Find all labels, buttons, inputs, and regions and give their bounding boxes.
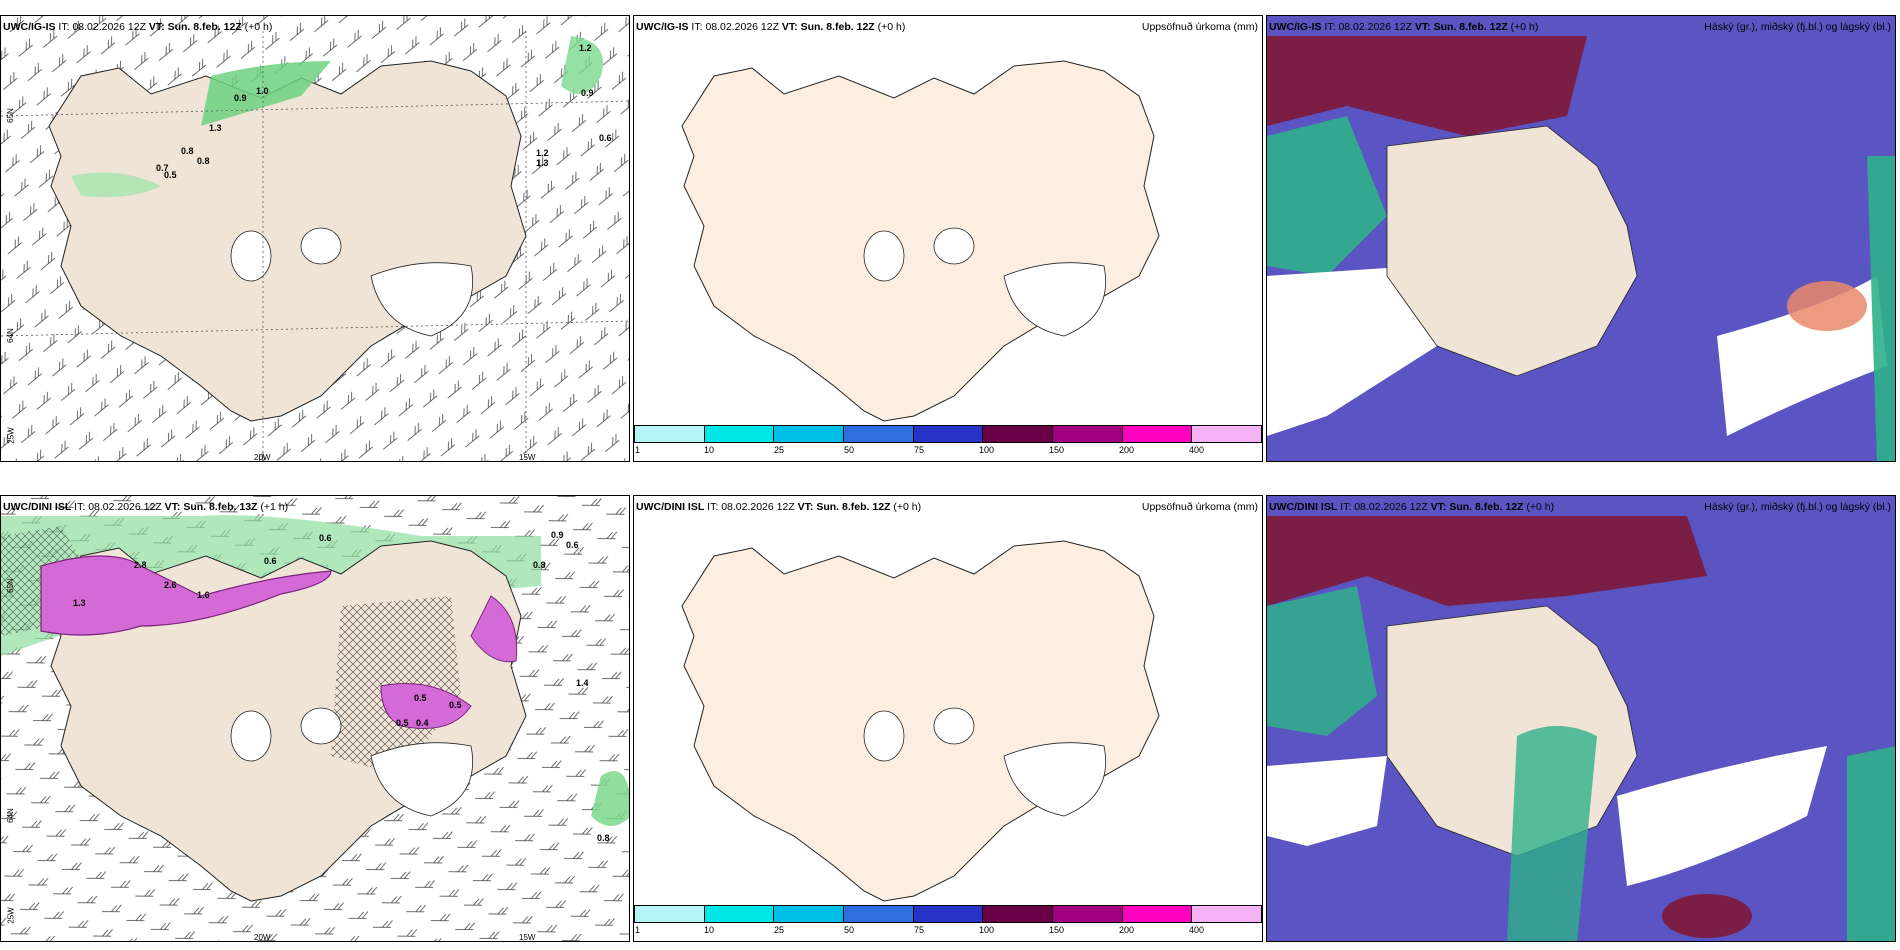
- colorbar-tick: 10: [704, 925, 715, 935]
- precip-label: 0.5: [414, 693, 427, 703]
- colorbar-tick: 200: [1119, 925, 1135, 935]
- lon-label-25: 25W: [6, 427, 16, 444]
- colorbar-swatch: [704, 426, 775, 442]
- lat-label-65: 65N: [5, 578, 15, 593]
- colorbar-swatch: [635, 906, 705, 922]
- precip-label: 1.3: [536, 158, 549, 168]
- colorbar-swatch: [704, 906, 775, 922]
- map-accumulated-precip-bottom: [681, 540, 1160, 902]
- colorbar-swatch: [774, 426, 845, 442]
- colorbar-tick: 10: [704, 445, 715, 455]
- colorbar-tick: 400: [1189, 925, 1205, 935]
- colorbar-tick: 1: [635, 445, 641, 455]
- precip-label: 1.4: [576, 678, 589, 688]
- precip-label: 0.8: [181, 146, 194, 156]
- lat-label-65: 65N: [5, 108, 15, 123]
- colorbar: 1 10 25 50 75 100 150 200 400: [634, 425, 1262, 461]
- precip-label: 0.4: [416, 718, 429, 728]
- colorbar-swatch: [983, 426, 1054, 442]
- colorbar-tick: 75: [914, 925, 925, 935]
- precip-label: 0.8: [597, 833, 610, 843]
- precip-label: 1.2: [579, 43, 592, 53]
- panel-bottom-left: UWC/DINI ISL IT: 08.02.2026 12Z VT: Sun.…: [0, 495, 630, 942]
- precip-label: 0.8: [197, 156, 210, 166]
- colorbar-tick: 200: [1119, 445, 1135, 455]
- colorbar-swatch: [913, 426, 984, 442]
- map-accumulated-precip-top: [681, 60, 1160, 422]
- colorbar-tick: 400: [1189, 445, 1205, 455]
- precip-label: 0.7: [156, 163, 169, 173]
- colorbar: 1 10 25 50 75 100 150 200 400: [634, 905, 1262, 941]
- panel-title: Uppsöfnuð úrkoma (mm): [1141, 21, 1258, 33]
- panel-header: UWC/IG-IS IT: 08.02.2026 12Z VT: Sun. 8.…: [1269, 21, 1539, 33]
- lon-label-20: 20W: [254, 453, 271, 462]
- panel-bottom-middle: UWC/DINI ISL IT: 08.02.2026 12Z VT: Sun.…: [633, 495, 1263, 942]
- colorbar-swatch: [1053, 426, 1123, 442]
- colorbar-tick: 1: [635, 925, 641, 935]
- lat-label-64: 64N: [5, 808, 15, 823]
- precip-label: 1.0: [256, 86, 269, 96]
- panel-header: UWC/DINI ISL IT: 08.02.2026 12Z VT: Sun.…: [3, 501, 289, 513]
- colorbar-tick: 100: [979, 445, 995, 455]
- panel-header: UWC/IG-IS IT: 08.02.2026 12Z VT: Sun. 8.…: [636, 21, 906, 33]
- colorbar-swatch: [1122, 906, 1193, 922]
- lon-label-15: 15W: [519, 933, 536, 942]
- panel-title: Uppsöfnuð úrkoma (mm): [1141, 501, 1258, 513]
- colorbar-tick: 25: [774, 925, 785, 935]
- precip-label: 0.6: [599, 133, 612, 143]
- precip-label: 0.9: [581, 88, 594, 98]
- panel-header: UWC/DINI ISL IT: 08.02.2026 12Z VT: Sun.…: [636, 501, 922, 513]
- precip-label: 0.8: [533, 560, 546, 570]
- map-clouds-bottom: [1267, 496, 1895, 941]
- lon-label-20: 20W: [254, 933, 271, 942]
- colorbar-tick: 150: [1049, 445, 1065, 455]
- lat-label-64: 64N: [5, 328, 15, 343]
- colorbar-tick: 150: [1049, 925, 1065, 935]
- lon-label-25: 25W: [6, 907, 16, 924]
- colorbar-swatch: [983, 906, 1054, 922]
- map-wind-precip-bottom: 0.6 0.9 0.6 0.6 0.8 2.8 2.6 1.6 1.3 0.5 …: [1, 496, 629, 941]
- precip-label: 2.6: [164, 580, 177, 590]
- panel-top-left: UWC/IG-IS IT: 08.02.2026 12Z VT: Sun. 8.…: [0, 15, 630, 462]
- panel-header: UWC/IG-IS IT: 08.02.2026 12Z VT: Sun. 8.…: [3, 21, 273, 33]
- precip-label: 0.6: [319, 533, 332, 543]
- precip-label: 0.5: [164, 170, 177, 180]
- precip-label: 1.6: [197, 590, 210, 600]
- colorbar-swatch: [635, 426, 705, 442]
- colorbar-tick: 100: [979, 925, 995, 935]
- map-wind-precip-top: 1.2 0.9 0.6 1.2 1.3 0.7 0.5 0.8 0.8 1.0 …: [1, 16, 629, 461]
- colorbar-swatch: [1122, 426, 1193, 442]
- panel-bottom-right: UWC/DINI ISL IT: 08.02.2026 12Z VT: Sun.…: [1266, 495, 1896, 942]
- colorbar-tick: 25: [774, 445, 785, 455]
- colorbar-swatch: [774, 906, 845, 922]
- precip-label: 1.3: [209, 123, 222, 133]
- colorbar-swatch: [913, 906, 984, 922]
- precip-label: 1.2: [536, 148, 549, 158]
- precip-label: 0.5: [396, 718, 409, 728]
- colorbar-swatch: [844, 426, 914, 442]
- panel-title: Háský (gr.), miðský (fj.bl.) og lágský (…: [1704, 501, 1891, 513]
- precip-label: 0.9: [234, 93, 247, 103]
- map-clouds-top: [1267, 16, 1895, 461]
- colorbar-tick: 75: [914, 445, 925, 455]
- colorbar-swatch: [1192, 426, 1262, 442]
- lon-label-15: 15W: [519, 453, 536, 462]
- panel-header: UWC/DINI ISL IT: 08.02.2026 12Z VT: Sun.…: [1269, 501, 1555, 513]
- colorbar-tick: 50: [844, 445, 855, 455]
- colorbar-swatch: [844, 906, 914, 922]
- precip-label: 0.5: [449, 700, 462, 710]
- colorbar-swatch: [1053, 906, 1123, 922]
- panel-top-right: UWC/IG-IS IT: 08.02.2026 12Z VT: Sun. 8.…: [1266, 15, 1896, 462]
- colorbar-swatch: [1192, 906, 1262, 922]
- panel-title: Háský (gr.), miðský (fj.bl.) og lágský (…: [1704, 21, 1891, 33]
- precip-label: 0.6: [566, 540, 579, 550]
- precip-label: 2.8: [134, 560, 147, 570]
- precip-label: 0.6: [264, 556, 277, 566]
- colorbar-tick: 50: [844, 925, 855, 935]
- precip-label: 1.3: [73, 598, 86, 608]
- panel-top-middle: UWC/IG-IS IT: 08.02.2026 12Z VT: Sun. 8.…: [633, 15, 1263, 462]
- precip-label: 0.9: [551, 530, 564, 540]
